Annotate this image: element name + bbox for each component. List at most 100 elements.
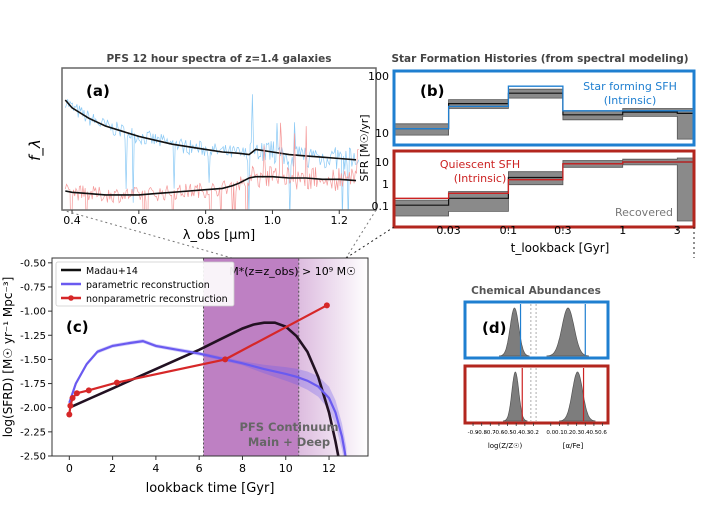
panel-d-xtick-label-7: -0.2 [528, 430, 539, 436]
panel-d-xtick-label-12: 0.4 [581, 430, 590, 436]
nonparametric-point-4 [85, 387, 92, 394]
legend-nonparametric: nonparametric reconstruction [86, 294, 228, 305]
sfh-quiescent-label-1: Quiescent SFH [440, 158, 520, 171]
sfh-intrinsic-starforming [394, 85, 694, 130]
panel-c-ytick-label-5: -1.25 [20, 331, 46, 342]
panel-c-ytick-label-2: -2.00 [20, 403, 46, 414]
sfh-recovered-band-quiescent [394, 157, 694, 222]
panel-b: Star Formation Histories (from spectral … [358, 53, 696, 255]
panel-d-xlabel-left: log(Z/Z☉) [488, 442, 523, 450]
panel-a-xtick-label-0.6: 0.6 [130, 214, 148, 227]
panel-d-xtick-label-0: -0.9 [468, 430, 479, 436]
panel-a-ylabel: f_λ [26, 139, 45, 161]
panel-b-xtick-label-0.3: 0.3 [554, 224, 572, 237]
spectrum-model-quiescent [65, 175, 357, 196]
panel-b-xtick-label-0.03: 0.03 [436, 224, 461, 237]
spectrum-noise-starforming [64, 94, 360, 210]
posterior-alpha-1 [559, 371, 596, 422]
panel-a-label: (a) [86, 82, 110, 100]
panel-c-frame [51, 257, 369, 457]
panel-a-xtick-label-1.2: 1.2 [331, 214, 349, 227]
panel-d-title: Chemical Abundances [471, 285, 601, 297]
panel-d-xtick-label-3: -0.6 [494, 430, 505, 436]
legend-madau: Madau+14 [86, 266, 138, 277]
panel-d-xtick-label-13: 0.5 [590, 430, 599, 436]
panel-c-legend: Madau+14 parametric reconstruction nonpa… [55, 261, 235, 307]
mass-limit-label: M*(z=z_obs) > 10⁹ M☉ [229, 265, 356, 278]
panel-a-xlabel: λ_obs [μm] [183, 228, 255, 243]
panel-c-xtick-label-6: 6 [196, 462, 203, 475]
panel-b-xlabel: t_lookback [Gyr] [511, 241, 610, 255]
panel-c-ylabel: log(SFRD) [M☉ yr⁻¹ Mpc⁻³] [1, 277, 15, 438]
panel-c-xlabel: lookback time [Gyr] [146, 481, 275, 496]
nonparametric-point-7 [323, 302, 330, 309]
panel-d-xtick-label-5: -0.4 [511, 430, 522, 436]
sfh-starforming-label-1: Star forming SFH [583, 80, 677, 93]
panel-c-ytick-label-3: -1.75 [20, 379, 46, 390]
panel-c-plot-area [66, 258, 368, 456]
sfh-intrinsic-quiescent [394, 161, 694, 199]
panel-d-xtick-label-2: -0.7 [485, 430, 496, 436]
panel-a-xtick-label-0.4: 0.4 [63, 214, 81, 227]
panel-c-ytick-label-4: -1.50 [20, 355, 46, 366]
panel-a-plot-area [64, 94, 360, 210]
panel-d-x-ticks: -0.9-0.8-0.7-0.6-0.5-0.4-0.3-0.2 0.0 0.1 0.… [468, 423, 607, 436]
panel-d-xtick-label-4: -0.5 [502, 430, 513, 436]
panel-a-frame [61, 67, 377, 211]
panel-b-top-frame [392, 69, 696, 147]
nonparametric-point-2 [69, 395, 76, 402]
panel-c-xtick-label-4: 4 [152, 462, 159, 475]
panel-c-xtick-label-2: 2 [109, 462, 116, 475]
parametric-uncertainty-band [69, 339, 347, 456]
panel-b-xtick-label-3: 3 [674, 224, 681, 237]
sfh-starforming-label-2: (Intrinsic) [604, 94, 657, 107]
panel-b-bottom-ytick-10: 10 [375, 156, 389, 169]
panel-d: Chemical Abundances (d) -0.9-0.8-0.7-0.6… [463, 285, 610, 450]
panel-d-top-frame [463, 300, 610, 360]
panel-b-x-ticks: 0.03 0.1 0.3 1 3 [436, 224, 680, 237]
sfh-quiescent-label-2: (Intrinsic) [454, 172, 507, 185]
panel-c-xtick-label-12: 12 [322, 462, 336, 475]
panel-d-xtick-label-14: 0.6 [598, 430, 607, 436]
panel-d-xlabel-right: [α/Fe] [563, 442, 584, 450]
panel-b-bottom-frame [392, 149, 696, 229]
panel-a-xtick-label-1: 1.0 [264, 214, 282, 227]
legend-parametric: parametric reconstruction [86, 280, 210, 291]
nonparametric-point-6 [222, 356, 229, 363]
posterior-alpha-0 [546, 307, 589, 357]
panel-c-ytick-label-7: -0.75 [20, 282, 46, 293]
panel-c-ytick-label-1: -2.25 [20, 427, 46, 438]
panel-b-top-plot [394, 85, 694, 140]
panel-b-top-ytick-100: 100 [368, 70, 389, 83]
panel-b-ylabel: SFR [M☉/yr] [358, 114, 371, 181]
spectrum-model-starforming [64, 99, 357, 161]
sfh-recovered-label: Recovered [615, 206, 673, 219]
panel-d-plot-area [499, 304, 596, 422]
band-label-1: PFS Continuum [239, 420, 338, 434]
panel-b-bottom-ytick-1: 1 [382, 178, 389, 191]
panel-b-label: (b) [420, 82, 444, 100]
series-line-parametric-reconstruction [68, 339, 347, 456]
panel-d-xtick-label-10: 0.2 [564, 430, 573, 436]
panel-a-xtick-label-0.8: 0.8 [197, 214, 215, 227]
nonparametric-point-5 [113, 379, 120, 386]
nonparametric-point-3 [73, 390, 80, 397]
panel-d-xtick-label-8: 0.0 [546, 430, 555, 436]
nonparametric-point-1 [67, 402, 74, 409]
panel-c-xtick-label-0: 0 [66, 462, 73, 475]
panel-c-ytick-label-8: -0.50 [20, 258, 46, 269]
panel-d-bottom-frame [463, 364, 610, 425]
nonparametric-point-0 [66, 411, 73, 418]
panel-d-xtick-label-11: 0.3 [572, 430, 581, 436]
panel-b-xtick-label-1: 1 [619, 224, 626, 237]
panel-c: 0 2 4 6 8 10 12 -2.50 -2.25 -2.00 -1.75 -1.50 -1.25 -… [1, 257, 369, 496]
panel-c-xtick-label-8: 8 [239, 462, 246, 475]
panel-c-label: (c) [66, 318, 89, 336]
panel-c-ticks: 0 2 4 6 8 10 12 -2.50 -2.25 -2.00 -1.75 -1.50 -1.25 -… [20, 258, 336, 475]
panel-a-title: PFS 12 hour spectra of z=1.4 galaxies [106, 53, 331, 65]
panel-c-ytick-label-6: -1.00 [20, 307, 46, 318]
panel-b-top-ytick-10: 10 [375, 127, 389, 140]
posterior-metallicity-1 [502, 371, 528, 422]
panel-b-title: Star Formation Histories (from spectral … [391, 53, 688, 65]
